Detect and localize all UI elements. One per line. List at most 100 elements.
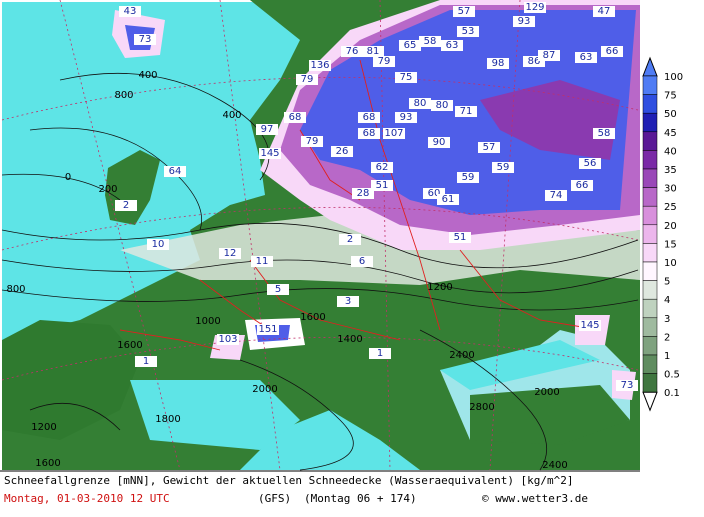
snow-label: 129 [525,2,544,13]
snow-label-box [453,6,475,17]
snow-label-box [337,296,359,307]
snow-label: 12 [224,248,237,259]
snow-label: 151 [258,324,277,335]
colorbar-segment [642,261,658,281]
snow-label-box [457,172,479,183]
snow-label-box [352,188,374,199]
colorbar-label: 45 [664,128,677,139]
snow-label: 93 [400,112,413,123]
snow-label-box [593,6,615,17]
snow-label: 66 [576,180,589,191]
anatolia [470,385,630,445]
snow-label-box [449,232,471,243]
contour-label: 2400 [449,350,474,361]
colorbar-segment [642,94,658,114]
snow-label: 87 [543,50,556,61]
snow-label: 76 [346,46,359,57]
contour-label: 1200 [427,282,452,293]
snow-label-box [358,128,380,139]
snow-label-box [487,58,509,69]
snow-label: 57 [458,6,471,17]
snow-label-box [601,46,623,57]
footer-date: Montag, 01-03-2010 12 UTC [4,492,170,505]
snow-label: 57 [483,142,496,153]
snow-label-box [523,56,545,67]
colorbar-segment [642,280,658,300]
snow-label-box [383,128,405,139]
colorbar-label: 35 [664,165,677,176]
contour-label: 800 [6,284,25,295]
snow-label: 2 [123,200,129,211]
colorbar-label: 15 [664,239,677,250]
map [1,0,640,471]
snow-label-box [341,46,363,57]
snow-label: 58 [424,36,437,47]
colorbar-segment [642,187,658,207]
contour-label: 1600 [117,340,142,351]
snow-label: 47 [598,6,611,17]
snow-label-box [135,356,157,367]
snow-label-box [251,256,273,267]
snow-label-box [331,146,353,157]
snow-label-box [164,166,186,177]
colorbar-label: 5 [664,277,670,288]
snow-label-box [371,162,393,173]
colorbar-segment [642,131,658,151]
snow-label-box [428,137,450,148]
snow-label-box [371,180,393,191]
iberia [2,320,140,440]
contour-label: 1800 [155,414,180,425]
contour-label: 0 [65,172,71,183]
snow-label-box [358,112,380,123]
snow-label-box [524,2,546,13]
snow-label-box [219,248,241,259]
colorbar-segment [642,224,658,244]
snow-label: 63 [580,52,593,63]
snow-label-box [267,284,289,295]
colorbar-segment [642,243,658,263]
snow-label-box [545,190,567,201]
snow-label-box [437,194,459,205]
snow-label: 80 [414,98,427,109]
snow-label-box [431,100,453,111]
snow-label-box [571,180,593,191]
contour-label: 400 [222,110,241,121]
snow-label: 51 [376,180,389,191]
snow-label-box [513,16,535,27]
snow-label: 98 [492,58,505,69]
colorbar-label: 2 [664,332,670,343]
footer-run: (Montag 06 + 174) [304,492,417,505]
snow-label-box [409,98,431,109]
colorbar-segment [642,112,658,133]
snow-label: 5 [275,284,281,295]
snow-label: 73 [621,380,634,391]
colorbar-segment [642,168,658,188]
footer-credit: © www.wetter3.de [482,492,588,505]
snow-label-box [309,60,331,71]
colorbar-arrow-bottom [642,391,658,412]
snow-label: 43 [124,6,137,17]
snow-label-box [575,52,597,63]
contour-label: 2800 [469,402,494,413]
colorbar-segment [642,298,658,319]
colorbar-label: 10 [664,258,677,269]
colorbar-label: 0.1 [664,388,680,399]
snow-label: 62 [376,162,389,173]
snow-label: 68 [363,112,376,123]
snow-label-box [419,36,441,47]
snow-label: 56 [584,158,597,169]
snow-label: 11 [256,256,269,267]
contour-label: 2000 [252,384,277,395]
snow-label-box [579,158,601,169]
snow-label-box [492,162,514,173]
snow-label: 1 [377,348,383,359]
snow-label-box [538,50,560,61]
snow-label-box [257,324,279,335]
snow-label: 79 [378,56,391,67]
colorbar-label: 20 [664,221,677,232]
colorbar-segment [642,150,658,170]
contour-label: 1600 [300,312,325,323]
snow-label-box [115,200,137,211]
